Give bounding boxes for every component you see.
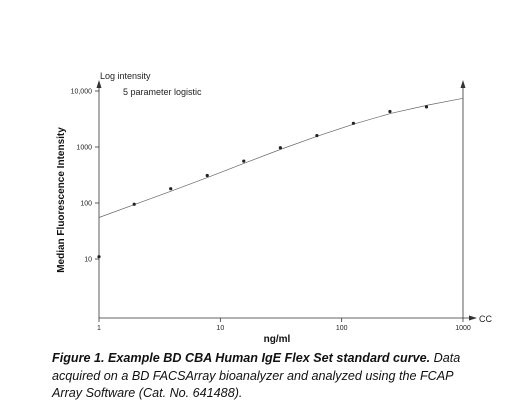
data-point [388, 109, 392, 114]
data-points [97, 105, 429, 259]
caption-body: Data acquired on a BD FACSArray bioanaly… [52, 351, 461, 400]
y-axis-title: Median Fluorescence Intensity [56, 127, 67, 273]
x-axis-arrow [469, 315, 477, 321]
caption-lead: Figure 1. Example BD CBA Human IgE Flex … [52, 351, 431, 365]
x-axis-ticks: 1 10 100 1000 [97, 318, 471, 332]
x-tick-label: 1000 [455, 325, 471, 332]
y-tick-label: 10,000 [71, 89, 93, 96]
x-tick-label: 100 [336, 325, 348, 332]
right-axis-arrow [460, 80, 466, 88]
data-point [205, 173, 209, 178]
y-axis-arrow [96, 80, 102, 88]
data-point [169, 187, 173, 191]
standard-curve-chart: 10 100 1000 10,000 1 10 100 1000 Log intensity… [56, 71, 492, 345]
y-tick-label: 1000 [76, 145, 92, 152]
data-point [278, 146, 282, 150]
y-tick-label: 100 [80, 201, 92, 208]
x-tick-label: 1 [97, 325, 101, 332]
fit-curve-line [98, 97, 464, 218]
fit-annotation: 5 parameter logistic [123, 87, 202, 97]
x-axis-end-label: CC [479, 314, 492, 324]
x-axis-title: ng/ml [264, 334, 291, 345]
y-axis-top-label: Log intensity [100, 71, 151, 81]
data-point [424, 105, 429, 109]
data-point [132, 202, 136, 206]
y-tick-label: 10 [84, 257, 92, 264]
figure-caption: Figure 1. Example BD CBA Human IgE Flex … [52, 350, 472, 403]
axes [96, 80, 477, 321]
data-point [315, 133, 319, 138]
data-point [242, 159, 246, 163]
y-axis-ticks: 10 100 1000 10,000 [71, 89, 99, 264]
x-tick-label: 10 [216, 325, 224, 332]
data-point [351, 121, 356, 125]
data-point [97, 255, 101, 259]
